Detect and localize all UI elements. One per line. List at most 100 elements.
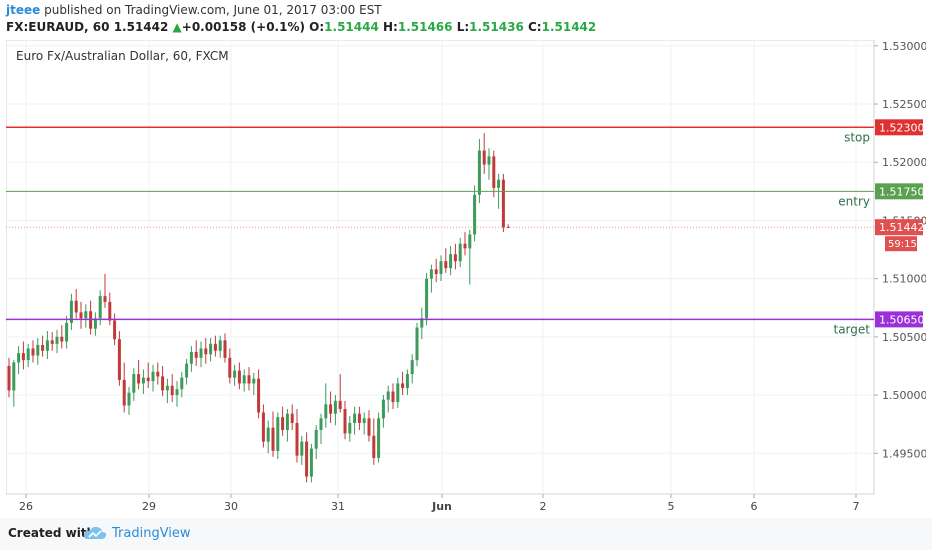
candle-body: [453, 254, 457, 262]
ohlc-line: FX:EURAUD, 60 1.51442 ▲+0.00158 (+0.1%) …: [6, 20, 596, 34]
candle-body: [175, 389, 179, 396]
candle-body: [300, 441, 304, 456]
tradingview-brand[interactable]: TradingView: [112, 526, 191, 541]
candle-body: [170, 385, 174, 396]
entry-price-text: 1.51750: [879, 185, 925, 198]
candle-body: [161, 376, 165, 391]
last-price: 1.51442: [113, 20, 169, 34]
candle-body: [425, 278, 429, 319]
candle-body: [26, 348, 30, 361]
candle-body: [113, 320, 117, 340]
candle-body: [69, 300, 73, 323]
publish-line: jteee published on TradingView.com, June…: [6, 3, 382, 17]
candlestick-chart[interactable]: 26 29 30 31 Jun 2 5 6 7 1.53000 1.52500 1.52000 1.5…: [5, 39, 928, 513]
candle-body: [194, 351, 198, 358]
candle-body: [141, 377, 145, 384]
y-tick-label: 1.52000: [882, 156, 926, 169]
candle-body: [362, 418, 366, 423]
candle-body: [506, 226, 510, 228]
candle-body: [199, 348, 203, 358]
stop-price-text: 1.52300: [879, 121, 925, 134]
candle-body: [204, 348, 208, 355]
entry-price-box: [875, 183, 923, 200]
close-label: C:: [527, 20, 542, 34]
candle-body: [353, 413, 357, 423]
candle-body: [7, 365, 11, 391]
candle-body: [98, 296, 102, 319]
candle-body: [396, 383, 400, 403]
candle-body: [261, 412, 265, 442]
countdown-box: [885, 236, 917, 252]
candle-body: [127, 392, 131, 406]
candle-body: [189, 351, 193, 364]
candle-body: [180, 377, 184, 390]
candle-body: [449, 254, 453, 269]
candle-body: [252, 378, 256, 384]
candle-body: [237, 370, 241, 384]
candle-body: [357, 413, 361, 423]
candle-body: [429, 269, 433, 279]
candle-body: [137, 374, 141, 384]
candle-body: [218, 340, 222, 351]
candle-body: [492, 156, 496, 188]
candle-body: [247, 375, 251, 384]
candle-body: [391, 391, 395, 403]
candle-body: [31, 348, 35, 356]
candle-body: [36, 344, 40, 356]
candle-body: [458, 243, 462, 262]
candle-body: [439, 261, 443, 274]
high-value: 1.51466: [397, 20, 453, 34]
y-tick-label: 1.51000: [882, 273, 926, 286]
candle-body: [309, 448, 313, 477]
x-tick-label: 31: [331, 500, 345, 512]
publish-text: published on TradingView.com, June 01, 2…: [44, 3, 382, 17]
y-tick-label: 1.50000: [882, 389, 926, 402]
chart-header: jteee published on TradingView.com, June…: [0, 0, 932, 40]
candle-body: [497, 179, 501, 188]
candle-body: [333, 400, 337, 414]
up-arrow-icon: ▲: [172, 20, 182, 34]
candle-body: [223, 340, 227, 358]
candle-body: [343, 409, 347, 434]
candle-body: [60, 336, 64, 342]
chart-area[interactable]: 26 29 30 31 Jun 2 5 6 7 1.53000 1.52500 1.52000 1.5…: [5, 39, 928, 513]
author-link[interactable]: jteee: [6, 3, 41, 17]
candle-body: [41, 344, 45, 351]
candle-body: [305, 441, 309, 477]
countdown-text: 59:15: [888, 239, 917, 250]
target-price-box: [875, 311, 923, 328]
candle-body: [117, 339, 121, 380]
candle-body: [372, 435, 376, 458]
x-tick-label: 2: [540, 500, 547, 512]
stop-label: stop: [844, 130, 870, 144]
y-tick-label: 1.53000: [882, 40, 926, 53]
candle-body: [415, 327, 419, 361]
candle-body: [50, 340, 54, 344]
x-tick-label: 7: [853, 500, 860, 512]
candle-body: [285, 413, 289, 430]
candle-body: [487, 156, 491, 165]
candle-body: [482, 150, 486, 165]
x-tick-label: Jun: [431, 500, 452, 512]
candle-body: [55, 336, 59, 344]
candle-body: [74, 300, 78, 313]
x-tick-label: 6: [751, 500, 758, 512]
candle-body: [228, 357, 232, 378]
last-price-box: [875, 219, 923, 236]
chart-title: Euro Fx/Australian Dollar, 60, FXCM: [16, 49, 229, 63]
target-price-text: 1.50650: [879, 313, 925, 326]
candle-body: [271, 427, 275, 451]
candle-body: [12, 362, 16, 391]
stop-price-box: [875, 119, 923, 136]
y-tick-label: 1.52500: [882, 98, 926, 111]
x-tick-label: 5: [668, 500, 675, 512]
high-label: H:: [383, 20, 398, 34]
candle-body: [209, 343, 213, 355]
y-tick-label: 1.49500: [882, 447, 926, 460]
x-tick-label: 29: [142, 500, 156, 512]
candle-body: [242, 375, 246, 384]
candle-body: [410, 360, 414, 375]
candle-body: [233, 370, 237, 378]
candle-body: [463, 243, 467, 249]
candle-body: [185, 363, 189, 378]
